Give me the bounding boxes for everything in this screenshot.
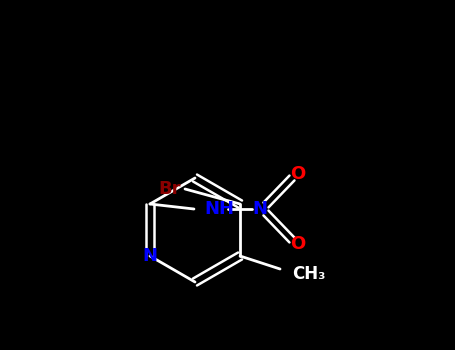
Text: NH: NH [204, 200, 234, 218]
Text: CH₃: CH₃ [292, 265, 325, 283]
Text: O: O [290, 235, 306, 253]
Text: Br: Br [159, 180, 181, 198]
Text: N: N [253, 200, 268, 218]
Text: N: N [142, 247, 157, 265]
Text: O: O [290, 165, 306, 183]
